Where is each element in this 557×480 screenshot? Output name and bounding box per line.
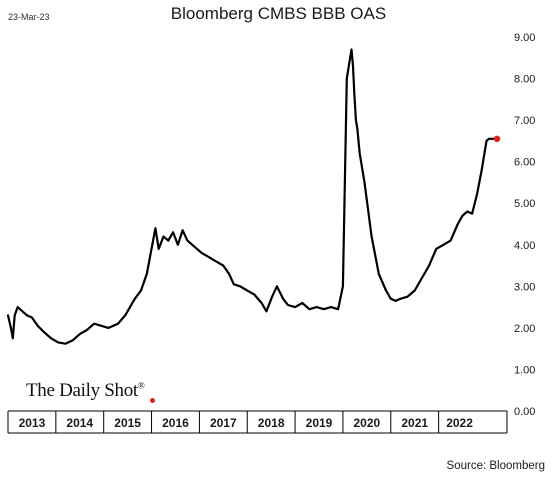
x-tick-label: 2015 <box>114 416 141 430</box>
y-tick-label: 7.00 <box>514 115 535 127</box>
y-tick-label: 8.00 <box>514 74 535 86</box>
y-tick-label: 1.00 <box>514 364 535 376</box>
x-tick-label: 2013 <box>19 416 46 430</box>
x-tick-label: 2016 <box>162 416 189 430</box>
y-tick-label: 2.00 <box>514 323 535 335</box>
date-stamp: 23-Mar-23 <box>8 12 50 22</box>
x-tick-label: 2021 <box>401 416 428 430</box>
series-layer <box>6 48 501 345</box>
y-tick-label: 6.00 <box>514 157 535 169</box>
y-tick-label: 5.00 <box>514 198 535 210</box>
last-point-marker <box>493 135 501 143</box>
x-tick-label: 2020 <box>354 416 381 430</box>
y-tick-label: 3.00 <box>514 281 535 293</box>
x-axis: 2013 2014 2015 2016 2017 2018 2019 2020 2021 2022 <box>7 410 508 434</box>
brand-logo: The Daily Shot® <box>26 380 145 402</box>
brand-name: The Daily Shot <box>26 380 138 401</box>
brand-registered-mark: ® <box>137 380 145 391</box>
brand-dot-icon <box>150 398 155 403</box>
y-tick-label: 0.00 <box>514 406 535 418</box>
y-axis: 0.00 1.00 2.00 3.00 4.00 5.00 6.00 7.00 8.00 9.00 <box>514 32 535 418</box>
y-tick-label: 9.00 <box>514 32 535 44</box>
source-note: Source: Bloomberg <box>446 460 545 472</box>
x-tick-label: 2019 <box>306 416 333 430</box>
x-tick-label: 2017 <box>210 416 237 430</box>
chart-title: Bloomberg CMBS BBB OAS <box>170 4 387 23</box>
series-line <box>6 48 499 345</box>
x-tick-label: 2014 <box>66 416 93 430</box>
x-tick-label: 2022 <box>446 416 473 430</box>
y-tick-label: 4.00 <box>514 240 535 252</box>
x-tick-label: 2018 <box>258 416 285 430</box>
